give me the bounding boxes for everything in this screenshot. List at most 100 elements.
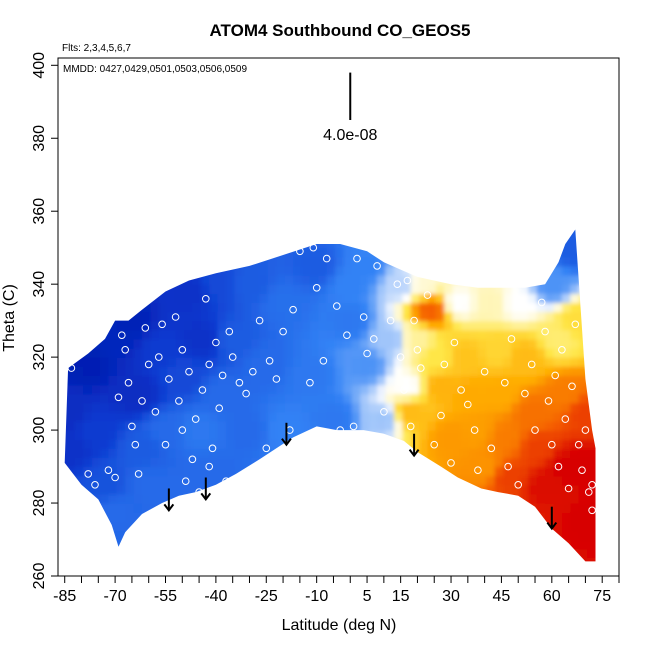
field-cell xyxy=(554,184,563,194)
field-cell xyxy=(511,384,521,395)
field-cell xyxy=(83,247,93,258)
field-cell xyxy=(309,229,319,240)
field-cell xyxy=(612,549,621,559)
field-cell xyxy=(243,166,252,176)
field-cell xyxy=(578,448,588,458)
field-cell xyxy=(410,557,420,562)
field-cell xyxy=(452,229,462,230)
field-cell xyxy=(343,475,353,486)
field-cell xyxy=(251,166,260,176)
field-cell xyxy=(74,521,84,531)
field-cell xyxy=(285,111,294,121)
field-cell xyxy=(108,84,117,94)
field-cell xyxy=(469,475,479,486)
field-cell xyxy=(410,421,420,431)
field-cell xyxy=(419,512,429,522)
field-cell xyxy=(486,338,496,349)
field-cell xyxy=(276,102,285,112)
field-cell xyxy=(92,129,101,139)
field-cell xyxy=(184,147,193,157)
field-cell xyxy=(159,129,168,139)
field-cell xyxy=(285,120,294,130)
field-cell xyxy=(302,166,311,176)
field-cell xyxy=(519,384,529,395)
field-cell xyxy=(284,265,294,276)
field-cell xyxy=(478,65,487,75)
field-cell xyxy=(301,512,311,522)
field-cell xyxy=(285,147,294,157)
field-cell xyxy=(125,457,135,468)
field-cell xyxy=(142,284,151,294)
field-cell xyxy=(142,302,151,313)
field-cell xyxy=(545,102,554,112)
field-cell xyxy=(100,320,109,331)
field-cell xyxy=(519,430,529,440)
field-cell xyxy=(200,329,210,340)
field-cell xyxy=(243,157,252,167)
field-cell xyxy=(578,348,588,358)
field-cell xyxy=(360,184,369,194)
field-cell xyxy=(419,357,429,367)
field-cell xyxy=(561,357,571,367)
field-cell xyxy=(453,138,462,148)
field-cell xyxy=(343,493,353,504)
field-cell xyxy=(612,65,621,75)
field-cell xyxy=(519,402,529,413)
field-cell xyxy=(285,211,294,221)
field-cell xyxy=(276,293,286,303)
field-cell xyxy=(494,256,504,267)
field-cell xyxy=(226,111,235,121)
field-cell xyxy=(74,293,84,303)
field-cell xyxy=(125,293,135,303)
field-cell xyxy=(116,238,126,249)
field-cell xyxy=(293,567,302,577)
field-cell xyxy=(561,411,571,422)
field-cell xyxy=(108,166,117,176)
field-cell xyxy=(343,338,353,349)
field-cell xyxy=(309,256,319,267)
field-cell xyxy=(368,375,378,386)
field-cell xyxy=(351,439,361,449)
field-cell xyxy=(58,129,67,139)
field-cell xyxy=(142,384,151,395)
field-cell xyxy=(268,211,277,221)
field-cell xyxy=(402,120,411,130)
field-cell xyxy=(511,503,521,513)
field-cell xyxy=(587,311,596,322)
field-cell xyxy=(234,521,244,531)
field-cell xyxy=(519,503,529,513)
field-cell xyxy=(452,265,462,276)
field-cell xyxy=(158,366,168,376)
field-cell xyxy=(411,175,420,185)
field-cell xyxy=(142,457,151,468)
field-cell xyxy=(318,421,328,431)
field-cell xyxy=(91,475,101,486)
field-cell xyxy=(259,430,269,440)
field-cell xyxy=(226,503,235,513)
field-cell xyxy=(125,329,135,340)
field-cell xyxy=(419,175,428,185)
field-cell xyxy=(351,366,361,376)
field-cell xyxy=(461,275,471,285)
field-cell xyxy=(176,129,185,139)
field-cell xyxy=(260,129,269,139)
field-cell xyxy=(528,157,537,167)
field-cell xyxy=(495,147,504,157)
field-cell xyxy=(368,247,378,258)
field-cell xyxy=(326,265,336,276)
field-cell xyxy=(352,166,361,176)
field-cell xyxy=(184,357,193,367)
field-cell xyxy=(587,503,596,513)
field-cell xyxy=(512,211,521,221)
field-cell xyxy=(335,184,344,194)
field-cell xyxy=(125,466,135,477)
field-cell xyxy=(150,147,159,157)
field-cell xyxy=(268,375,277,386)
x-tick-label: -85 xyxy=(53,588,76,605)
field-cell xyxy=(318,557,328,562)
field-cell xyxy=(83,166,92,176)
field-cell xyxy=(242,247,252,258)
field-cell xyxy=(402,129,411,139)
field-cell xyxy=(242,366,252,376)
field-cell xyxy=(64,311,67,322)
